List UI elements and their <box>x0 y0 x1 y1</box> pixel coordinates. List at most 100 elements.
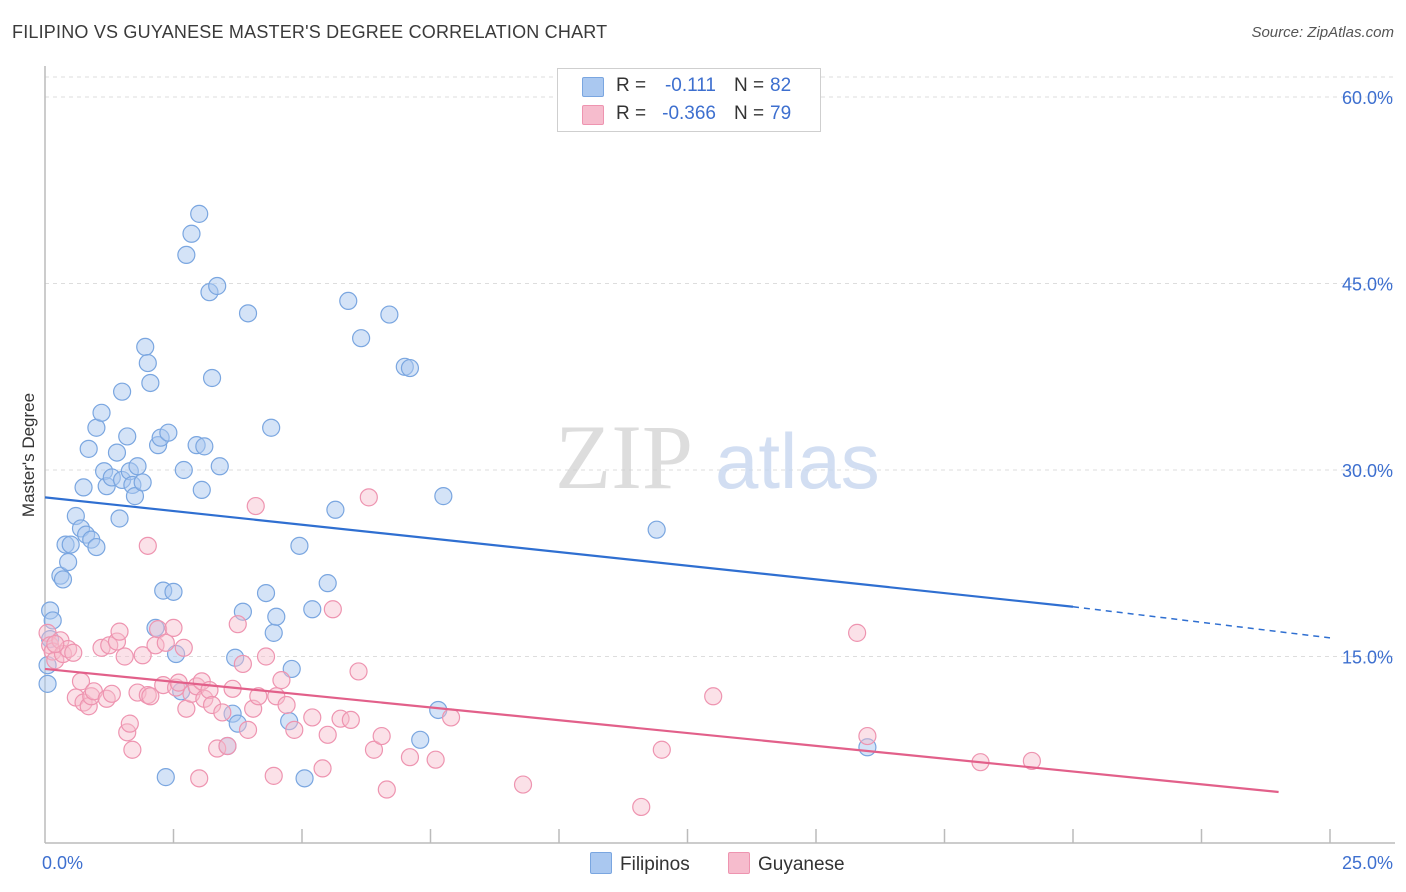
guyanese-point <box>138 536 157 555</box>
filipinos-point <box>136 337 155 357</box>
guyanese-point <box>133 646 152 665</box>
watermark-zip: ZIP <box>555 406 693 508</box>
filipinos-point <box>295 769 314 788</box>
filipinos-point <box>400 358 420 378</box>
legend-r-value: -0.366 <box>662 103 716 124</box>
guyanese-point <box>364 740 384 759</box>
guyanese-point <box>272 671 291 690</box>
guyanese-point <box>704 687 723 706</box>
legend-n-label: N = <box>734 103 765 124</box>
filipinos-point <box>262 418 281 437</box>
filipinos-point <box>133 473 152 492</box>
guyanese-point <box>218 736 237 756</box>
guyanese-point <box>233 654 252 674</box>
guyanese-point <box>190 769 209 788</box>
filipinos-point <box>164 582 183 601</box>
filipinos-point <box>208 276 227 296</box>
filipinos-point <box>202 368 222 388</box>
guyanese-point <box>1022 751 1041 771</box>
guyanese-point <box>341 710 360 730</box>
legend-row-filipinos: R = -0.111 N = 82 <box>558 73 820 101</box>
y-tick-label: 15.0% <box>1342 648 1393 668</box>
guyanese-point <box>246 496 265 516</box>
guyanese-point <box>359 488 378 507</box>
filipinos-point <box>53 570 73 589</box>
guyanese-point <box>156 633 175 652</box>
guyanese-point <box>102 684 121 703</box>
filipinos-point <box>339 291 358 311</box>
filipinos-point <box>290 536 309 555</box>
guyanese-point <box>441 708 461 727</box>
filipinos-point <box>118 427 137 446</box>
filipinos-point <box>177 245 196 265</box>
x-tick-label: 0.0% <box>42 853 83 873</box>
y-tick-label: 60.0% <box>1342 88 1393 108</box>
guyanese-point <box>277 695 296 715</box>
y-tick-label: 45.0% <box>1342 275 1393 295</box>
filipinos-point <box>195 437 214 456</box>
y-tick-label: 30.0% <box>1342 461 1393 481</box>
filipinos-point <box>112 382 132 401</box>
correlation-legend: R = -0.111 N = 82 R = -0.366 N = 79 <box>557 68 821 132</box>
guyanese-point <box>313 759 332 778</box>
guyanese-point <box>123 740 142 759</box>
guyanese-point <box>323 600 342 619</box>
guyanese-point <box>249 687 268 706</box>
guyanese-point <box>858 726 877 746</box>
filipinos-point <box>138 353 157 373</box>
trend-lines <box>44 496 1331 794</box>
filipinos-point <box>87 537 106 557</box>
legend-item-guyanese[interactable]: Guyanese <box>728 852 845 876</box>
filipinos-point <box>264 623 283 642</box>
guyanese-point <box>202 695 222 715</box>
filipinos-point <box>190 204 209 223</box>
filipinos-point <box>238 304 258 323</box>
guyanese-point <box>141 687 160 706</box>
filipinos-trend-line <box>44 496 1074 608</box>
source-label: Source: ZipAtlas.com <box>1251 24 1394 41</box>
legend-label-guyanese: Guyanese <box>758 854 845 875</box>
filipinos-point <box>128 457 147 476</box>
watermark-atlas: atlas <box>715 417 880 505</box>
guyanese-point <box>97 689 116 708</box>
legend-swatch-filipinos <box>582 77 604 97</box>
guyanese-points <box>38 488 1041 817</box>
guyanese-point <box>238 720 258 739</box>
guyanese-point <box>400 748 420 767</box>
filipinos-point <box>647 520 666 539</box>
filipinos-point <box>159 423 178 442</box>
guyanese-point <box>285 720 304 739</box>
legend-swatch-guyanese <box>582 105 604 125</box>
axes <box>44 66 1395 844</box>
filipinos-point <box>59 552 78 572</box>
filipinos-point <box>182 224 201 243</box>
guyanese-point <box>120 714 139 733</box>
filipinos-point <box>156 768 175 787</box>
filipinos-point <box>92 403 111 422</box>
filipinos-point <box>125 487 145 506</box>
guyanese-point <box>349 662 368 681</box>
guyanese-point <box>228 615 247 634</box>
guyanese-point <box>174 638 193 657</box>
legend-item-filipinos[interactable]: Filipinos <box>590 852 690 876</box>
filipinos-point <box>228 714 247 733</box>
guyanese-point <box>426 750 445 769</box>
legend-label-filipinos: Filipinos <box>620 854 690 875</box>
guyanese-point <box>652 740 671 759</box>
guyanese-point <box>632 797 651 817</box>
guyanese-point <box>46 634 65 654</box>
filipinos-point <box>411 730 430 749</box>
guyanese-point <box>848 623 867 642</box>
filipinos-point <box>61 535 80 554</box>
guyanese-point <box>303 708 322 727</box>
guyanese-point <box>372 726 391 746</box>
guyanese-point <box>110 622 129 641</box>
guyanese-point <box>318 725 337 744</box>
watermark: ZIP atlas <box>555 406 880 508</box>
filipinos-point <box>434 487 453 506</box>
filipinos-point <box>326 500 345 519</box>
filipinos-point <box>141 373 160 393</box>
guyanese-point <box>164 618 183 638</box>
filipinos-point <box>303 600 322 619</box>
